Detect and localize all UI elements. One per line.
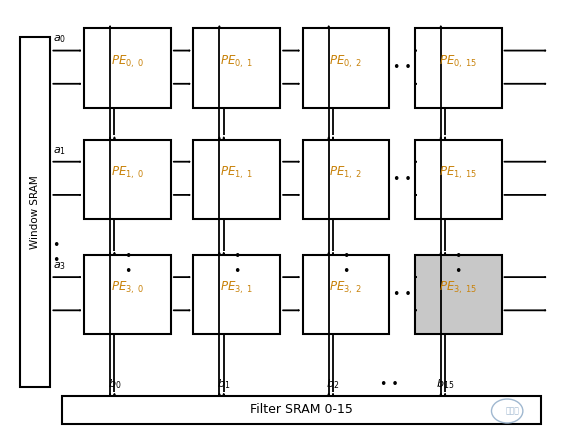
Text: PE$_{0,\ 1}$: PE$_{0,\ 1}$ (220, 53, 254, 70)
Text: PE$_{1,\ 0}$: PE$_{1,\ 0}$ (111, 165, 144, 181)
Bar (84, 29, 171, 107)
Text: • •: • • (380, 378, 398, 391)
Text: PE$_{1,\ 2}$: PE$_{1,\ 2}$ (329, 165, 363, 181)
Bar (194, 139, 280, 219)
Text: 日月辰: 日月辰 (506, 407, 520, 416)
Text: $a_{1}$: $a_{1}$ (53, 145, 66, 157)
Bar (415, 29, 501, 107)
Bar (303, 29, 389, 107)
Bar (194, 255, 280, 334)
Text: PE$_{3,\ 15}$: PE$_{3,\ 15}$ (439, 280, 477, 296)
Bar (415, 139, 501, 219)
Bar (62, 396, 541, 424)
Text: $b_{2}$: $b_{2}$ (327, 377, 340, 391)
Text: Window SRAM: Window SRAM (30, 175, 40, 249)
Bar (303, 255, 389, 334)
Text: • •: • • (393, 288, 411, 301)
Text: PE$_{1,\ 1}$: PE$_{1,\ 1}$ (220, 165, 254, 181)
Bar (84, 255, 171, 334)
Text: PE$_{3,\ 1}$: PE$_{3,\ 1}$ (220, 280, 254, 296)
Bar (84, 139, 171, 219)
Bar (194, 29, 280, 107)
Text: $a_{3}$: $a_{3}$ (53, 260, 66, 272)
Text: $b_{1}$: $b_{1}$ (217, 377, 230, 391)
Bar (415, 255, 501, 334)
Text: • •: • • (393, 61, 411, 74)
Text: PE$_{3,\ 2}$: PE$_{3,\ 2}$ (329, 280, 363, 296)
Text: PE$_{3,\ 0}$: PE$_{3,\ 0}$ (111, 280, 144, 296)
Text: Filter SRAM 0-15: Filter SRAM 0-15 (250, 404, 353, 417)
Bar (303, 139, 389, 219)
Text: •
•: • • (342, 250, 350, 278)
Bar (20, 37, 50, 388)
Text: $a_{0}$: $a_{0}$ (53, 34, 66, 45)
Text: •
•: • • (454, 250, 462, 278)
Text: PE$_{0,\ 15}$: PE$_{0,\ 15}$ (439, 53, 477, 70)
Text: •
•: • • (124, 250, 131, 278)
Text: • •: • • (393, 173, 411, 186)
Text: $b_{0}$: $b_{0}$ (108, 377, 121, 391)
Text: •
•: • • (233, 250, 241, 278)
Text: $b_{15}$: $b_{15}$ (436, 377, 454, 391)
Text: PE$_{0,\ 2}$: PE$_{0,\ 2}$ (329, 53, 363, 70)
Text: PE$_{1,\ 15}$: PE$_{1,\ 15}$ (439, 165, 477, 181)
Text: PE$_{0,\ 0}$: PE$_{0,\ 0}$ (111, 53, 144, 70)
Text: •
•: • • (52, 239, 59, 267)
